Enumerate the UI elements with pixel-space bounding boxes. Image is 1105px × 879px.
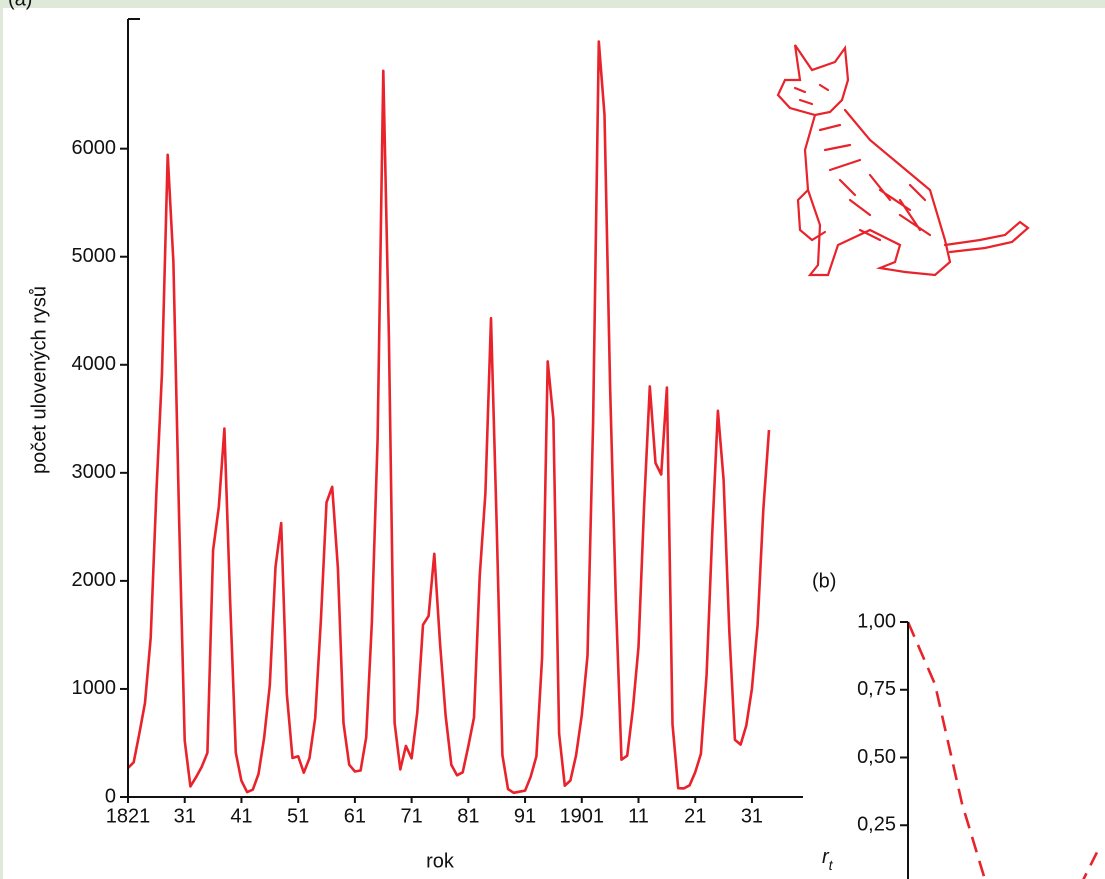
y-tick-label: 0,25: [857, 814, 896, 836]
x-tick-label: 71: [400, 805, 422, 827]
y-axis-title: rt: [822, 846, 834, 872]
x-tick-label: 31: [741, 805, 763, 827]
x-tick-label: 1901: [560, 805, 605, 827]
lynx-illustration: [776, 44, 1030, 277]
y-tick-label: 1,00: [857, 610, 896, 632]
panel-label: (b): [812, 570, 836, 592]
x-tick-label: 91: [514, 805, 536, 827]
x-tick-label: 51: [287, 805, 309, 827]
x-tick-label: 41: [230, 805, 252, 827]
y-tick-label: 0: [105, 785, 116, 807]
plot: [127, 40, 771, 795]
y-tick-label: 0,50: [857, 746, 896, 768]
x-tick-label: 31: [174, 805, 196, 827]
y-tick-label: 1000: [72, 677, 117, 699]
panel-label: (a): [8, 0, 32, 10]
x-tick-label: 1821: [106, 805, 151, 827]
y-axis-title-sub: t: [829, 857, 834, 873]
x-axis-title: rok: [426, 850, 455, 872]
y-axis-title: počet ulovených rysů: [28, 286, 50, 474]
x-tick-label: 21: [684, 805, 706, 827]
y-tick-label: 3000: [72, 461, 117, 483]
x-tick-label: 11: [628, 805, 649, 827]
y-tick-label: 5000: [72, 245, 117, 267]
x-tick-label: 61: [344, 805, 366, 827]
y-tick-label: 4000: [72, 353, 117, 375]
data-line: [127, 40, 771, 795]
plot: [906, 621, 1099, 879]
y-tick-label: 6000: [72, 137, 117, 159]
y-axis-title-main: r: [822, 846, 830, 868]
x-tick-label: 81: [457, 805, 479, 827]
data-line: [906, 621, 1099, 879]
y-tick-label: 0,75: [857, 678, 896, 700]
y-tick-label: 2000: [72, 569, 117, 591]
